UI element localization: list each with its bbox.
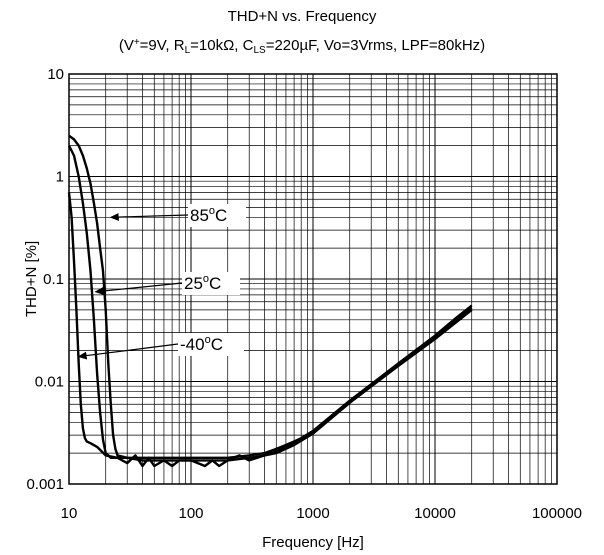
annotation-label: 85oC bbox=[190, 205, 227, 225]
subtitle-part-4: =220µF, Vo=3Vrms, LPF=80kHz) bbox=[265, 37, 486, 54]
chart-title: THD+N vs. Frequency bbox=[227, 8, 377, 25]
annotation-box bbox=[188, 204, 246, 227]
series-line bbox=[68, 134, 473, 459]
y-tick-label: 0.001 bbox=[26, 476, 64, 493]
subtitle-cls-sub: LS bbox=[253, 45, 266, 56]
y-tick-labels: 0.001 0.01 0.1 1 10 bbox=[26, 66, 64, 493]
x-tick-labels: 10 100 1000 10000 100000 bbox=[61, 505, 582, 522]
x-tick-label: 100 bbox=[178, 505, 203, 522]
y-tick-label: 10 bbox=[47, 66, 64, 83]
y-tick-label: 0.01 bbox=[35, 374, 64, 391]
annotation-label: -40oC bbox=[180, 334, 223, 354]
x-tick-label: 10 bbox=[61, 505, 78, 522]
y-tick-label: 1 bbox=[56, 169, 64, 186]
x-tick-label: 1000 bbox=[296, 505, 329, 522]
subtitle-part-3: =10kΩ, C bbox=[190, 37, 254, 54]
y-tick-label: 0.1 bbox=[43, 271, 64, 288]
series-lines bbox=[67, 134, 473, 468]
x-axis-label: Frequency [Hz] bbox=[262, 534, 364, 551]
series-line bbox=[67, 192, 473, 468]
y-axis-label: THD+N [%] bbox=[23, 241, 40, 317]
subtitle-part-2: =9V, R bbox=[139, 37, 185, 54]
x-tick-label: 10000 bbox=[414, 505, 456, 522]
series-line bbox=[67, 145, 473, 462]
annotation-box bbox=[182, 272, 240, 295]
grid bbox=[68, 74, 557, 485]
annotations: 85oC 25oC -40oC bbox=[77, 204, 246, 360]
plot-frame bbox=[68, 73, 558, 485]
subtitle-rl-sub: L bbox=[184, 45, 191, 56]
annotation-box bbox=[178, 333, 244, 356]
annotation-label: 25oC bbox=[184, 273, 221, 293]
annotation-arrow bbox=[94, 282, 183, 295]
subtitle-part-1: (V bbox=[118, 37, 134, 54]
x-tick-label: 100000 bbox=[532, 505, 582, 522]
annotation-arrow bbox=[109, 213, 189, 222]
annotation-arrow bbox=[77, 343, 179, 360]
subtitle-vsup: + bbox=[133, 37, 140, 48]
chart-subtitle: (V+=9V, RL=10kΩ, CLS=220µF, Vo=3Vrms, LP… bbox=[0, 37, 604, 56]
